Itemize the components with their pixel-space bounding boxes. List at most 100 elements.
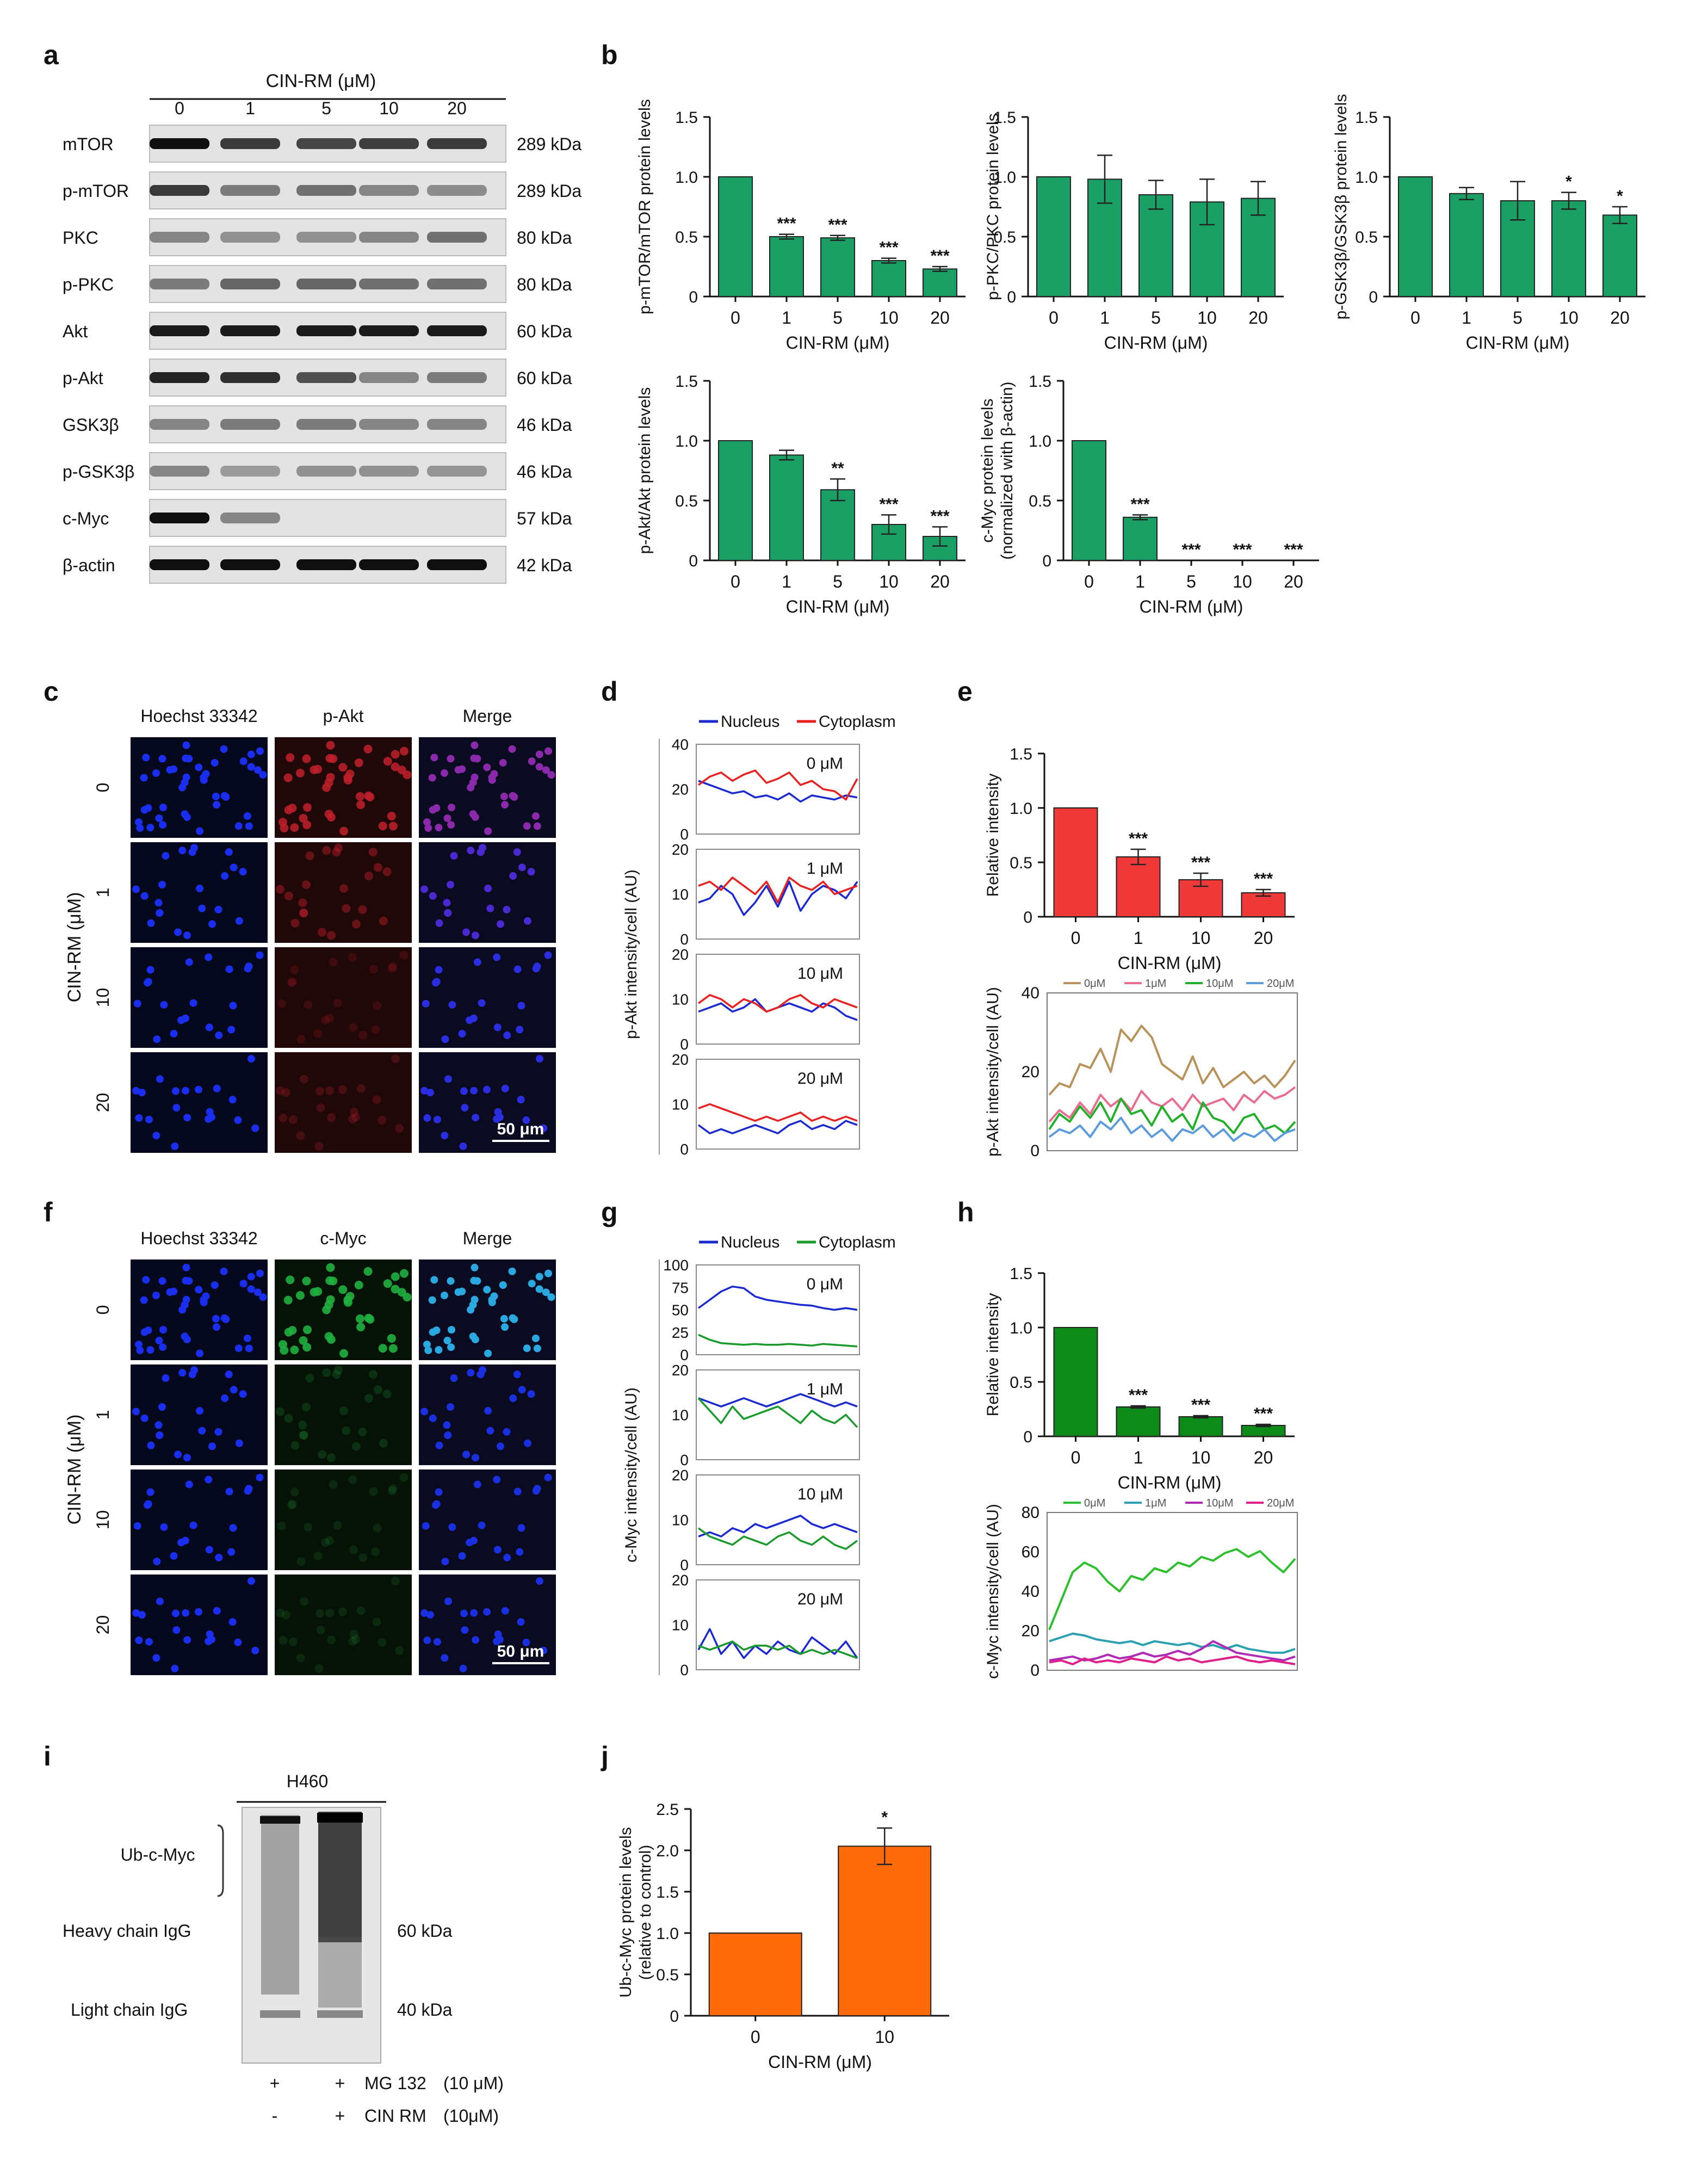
micro-c-merge	[517, 1096, 525, 1104]
micro-f-nucleus	[225, 1487, 233, 1496]
blot-kda-label-3: 80 kDa	[517, 275, 572, 294]
micro-c-nucleus	[140, 806, 148, 814]
panel-e-series-line	[1048, 1024, 1296, 1096]
profile-g-subplot-frame	[696, 1369, 860, 1460]
chart-b3-bar	[1551, 200, 1586, 297]
micro-f-stain	[322, 1368, 331, 1378]
ip-treatment-dose: (10μM)	[443, 2106, 499, 2126]
micro-f-merge	[461, 1626, 469, 1634]
micro-f-stain	[349, 1545, 358, 1554]
micro-f-nucleus	[174, 1450, 182, 1459]
chart-b1-significance: ***	[879, 239, 898, 257]
micro-c-nucleus	[196, 885, 204, 893]
profile-g-cytoplasm-line	[697, 1527, 858, 1550]
micro-c-stain	[382, 867, 392, 876]
micro-f-stain	[303, 1325, 312, 1335]
chart-j-y-tick-label: 0.5	[656, 1966, 679, 1984]
micro-c-stain	[281, 1088, 290, 1097]
micro-f-stain	[288, 1637, 298, 1646]
panel-h-bar-xlabel: CIN-RM (μM)	[1118, 1473, 1222, 1492]
micro-c-merge	[448, 1001, 456, 1009]
micro-f-merge	[420, 1407, 429, 1416]
micro-c-stain	[358, 1030, 368, 1040]
micro-c-stain	[391, 762, 400, 771]
micro-c-stain	[325, 1014, 334, 1023]
profile-g-cytoplasm-line	[698, 1333, 858, 1348]
micro-f-merge	[493, 1546, 502, 1554]
micro-f-stain	[284, 1328, 293, 1337]
micro-f-stain	[290, 1345, 299, 1355]
panel-letter-f: f	[44, 1197, 53, 1227]
blot-band	[150, 559, 209, 570]
micro-f-merge	[476, 1370, 485, 1379]
micro-c-stain	[310, 765, 319, 774]
micro-c-merge	[486, 904, 494, 912]
micro-c-nucleus	[133, 999, 141, 1008]
micro-c-merge	[444, 909, 452, 917]
micro-c-nucleus	[172, 1104, 181, 1112]
micro-f-merge	[472, 1636, 480, 1644]
micro-c-nucleus	[136, 824, 144, 832]
micro-f-stain	[371, 1547, 380, 1557]
panel-e-bar-y-tick-label: 0.5	[1010, 854, 1032, 872]
micro-f-merge	[501, 1607, 509, 1615]
chart-b3-x-tick-label: 1	[1462, 308, 1471, 328]
micro-f-stain	[379, 1438, 388, 1448]
profile-d-subplot-label: 0 μM	[807, 755, 843, 773]
chart-b1-y-tick-label: 0	[689, 288, 698, 306]
panel-h-bar-bar	[1116, 1406, 1161, 1437]
chart-b2-x-tick-label: 1	[1100, 308, 1110, 328]
micro-f-merge	[513, 1487, 522, 1496]
micro-f-nucleus	[229, 1524, 237, 1532]
micro-f-merge	[544, 1269, 552, 1277]
micro-c-merge	[493, 1023, 502, 1032]
micro-c-merge	[462, 928, 471, 936]
micro-f-stain	[395, 1646, 404, 1655]
micro-f-nucleus	[159, 1343, 167, 1351]
profile-g-nucleus-line	[697, 1285, 858, 1311]
micro-c-merge	[503, 905, 511, 913]
micro-f-nucleus	[247, 1577, 256, 1585]
profile-d-ylabel: p-Akt intensity/cell (AU)	[622, 869, 640, 1039]
chart-b5-xlabel: CIN-RM (μM)	[1140, 597, 1243, 616]
blot-band	[359, 325, 419, 336]
chart-b1-xlabel: CIN-RM (μM)	[786, 333, 890, 353]
chart-b1-y-tick-label: 1.0	[675, 169, 698, 187]
blot-row-label-3: p-PKC	[63, 275, 114, 294]
micro-f-merge	[516, 1548, 524, 1556]
chart-b5-y-tick-label: 1.0	[1029, 433, 1051, 450]
micro-f-nucleus	[152, 1292, 160, 1300]
micro-c-stain	[286, 753, 295, 762]
micro-c-merge	[447, 821, 455, 829]
profile-d-y-tick-label: 20	[672, 781, 689, 798]
blot-band	[220, 466, 280, 477]
micro-c-stain	[302, 820, 312, 830]
micro-f-col-header: Hoechst 33342	[140, 1228, 257, 1248]
micro-f-nucleus	[225, 1370, 233, 1379]
blot-band	[150, 138, 209, 149]
micro-c-merge	[542, 766, 550, 774]
micro-c-tile	[275, 842, 412, 943]
micro-f-merge	[493, 1475, 501, 1484]
micro-c-nucleus	[220, 792, 228, 800]
micro-f-nucleus	[181, 1536, 189, 1545]
profile-d-nucleus-line	[698, 998, 858, 1021]
micro-f-nucleus	[152, 1654, 160, 1662]
micro-c-stain	[399, 950, 409, 960]
chart-j-ylabel2: (relative to control)	[636, 1845, 654, 1980]
micro-f-nucleus	[200, 1298, 208, 1306]
micro-c-tile	[275, 737, 412, 838]
micro-c-merge	[448, 804, 456, 812]
micro-f-nucleus	[239, 1390, 247, 1398]
blot-band	[220, 232, 280, 243]
micro-c-stain	[388, 962, 398, 971]
micro-c-stain	[349, 1023, 358, 1032]
micro-f-stain	[325, 1608, 335, 1617]
profile-d-nucleus-line	[698, 880, 858, 916]
micro-c-tile	[131, 1052, 268, 1153]
micro-f-merge	[450, 1374, 458, 1382]
panel-h-line-ylabel: c-Myc intensity/cell (AU)	[984, 1504, 1002, 1679]
panel-h-line-y-tick-label: 80	[1022, 1504, 1039, 1522]
micro-f-stain	[296, 1653, 305, 1663]
micro-f-stain	[387, 1486, 397, 1496]
